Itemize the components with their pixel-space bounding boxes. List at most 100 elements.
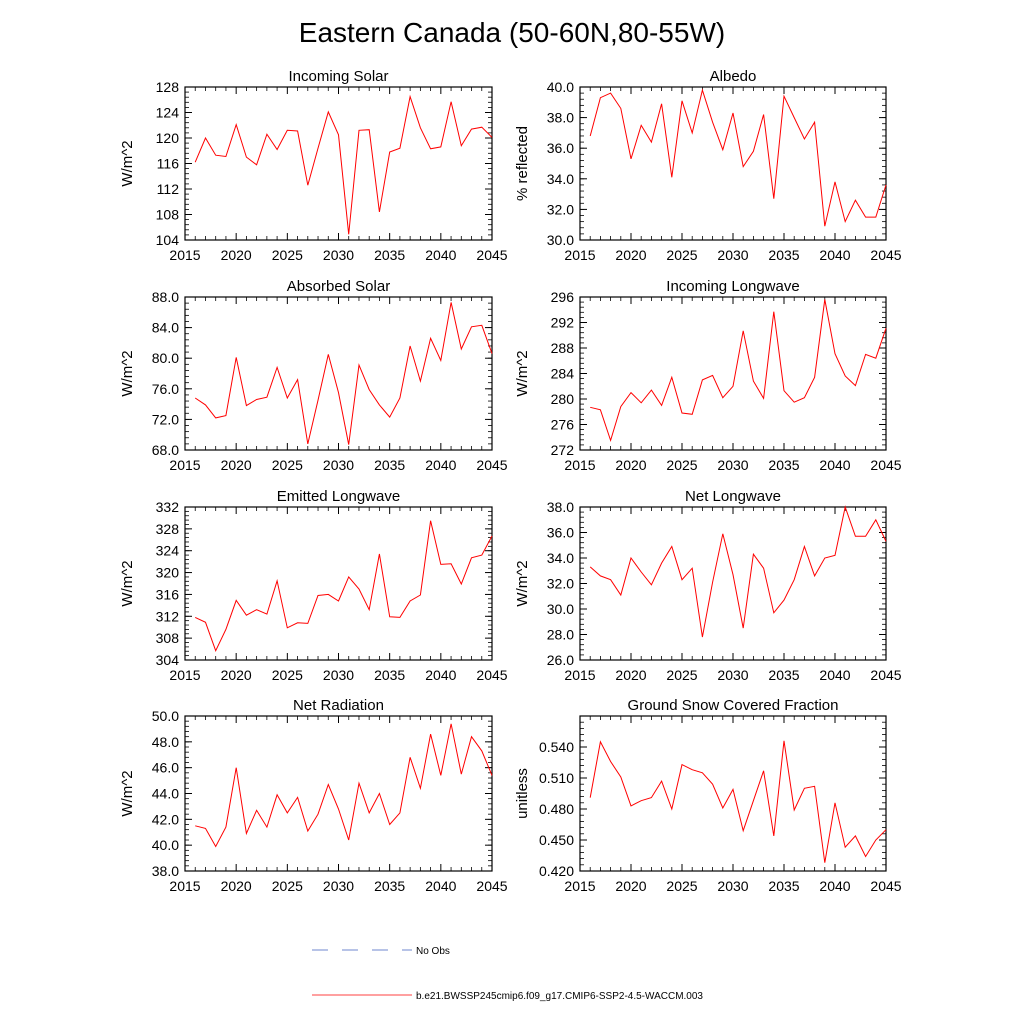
x-tick-label: 2045 <box>870 457 901 473</box>
series-line <box>590 299 887 443</box>
x-tick-label: 2040 <box>425 457 456 473</box>
y-tick-label: 76.0 <box>152 381 179 397</box>
x-tick-label: 2030 <box>717 247 748 263</box>
y-tick-label: 312 <box>156 608 180 624</box>
x-tick-label: 2035 <box>768 457 799 473</box>
y-tick-label: 48.0 <box>152 734 179 750</box>
y-tick-label: 0.480 <box>539 801 574 817</box>
x-tick-label: 2015 <box>169 247 200 263</box>
y-tick-label: 272 <box>551 442 575 458</box>
series-line <box>194 302 493 445</box>
x-tick-label: 2030 <box>323 457 354 473</box>
y-tick-label: 112 <box>157 181 180 197</box>
x-tick-label: 2045 <box>476 457 507 473</box>
y-tick-label: 26.0 <box>547 652 574 668</box>
panel-title: Incoming Solar <box>288 68 388 85</box>
legend-item-0: No Obs <box>312 946 450 957</box>
x-tick-label: 2035 <box>374 667 405 683</box>
legend: No Obs b.e21.BWSSP245cmip6.f09_g17.CMIP6-… <box>312 946 703 1002</box>
x-tick-label: 2040 <box>819 878 850 894</box>
x-tick-label: 2020 <box>221 667 252 683</box>
panel-3: Incoming Longwave W/m^2 2015 2020 2025 2030 20… <box>514 278 902 473</box>
legend-item-1: b.e21.BWSSP245cmip6.f09_g17.CMIP6-SSP2-4… <box>312 991 703 1002</box>
panel-6: Net Radiation W/m^2 2015 2020 2025 2030 2035 20… <box>119 697 508 894</box>
y-tick-label: 128 <box>156 79 180 95</box>
series-line <box>194 94 493 235</box>
x-tick-label: 2045 <box>476 247 507 263</box>
y-tick-label: 30.0 <box>547 232 574 248</box>
x-tick-label: 2040 <box>425 247 456 263</box>
y-tick-label: 324 <box>156 543 180 559</box>
y-tick-label: 36.0 <box>547 140 574 156</box>
y-tick-label: 0.510 <box>539 770 574 786</box>
panel-title: Net Longwave <box>685 488 781 505</box>
x-tick-label: 2035 <box>768 878 799 894</box>
x-tick-label: 2045 <box>870 878 901 894</box>
figure-title: Eastern Canada (50-60N,80-55W) <box>299 17 725 48</box>
x-tick-label: 2025 <box>666 457 697 473</box>
y-tick-label: 316 <box>156 586 180 602</box>
series-line <box>589 740 887 863</box>
x-tick-label: 2030 <box>717 667 748 683</box>
panel-7: Ground Snow Covered Fraction unitless 2015… <box>514 697 902 894</box>
x-tick-label: 2045 <box>476 878 507 894</box>
y-tick-label: 0.420 <box>539 863 574 879</box>
y-tick-label: 280 <box>551 391 575 407</box>
panel-title: Incoming Longwave <box>666 278 799 295</box>
panel-4: Emitted Longwave W/m^2 2015 2020 2025 2030 203… <box>119 488 508 683</box>
x-tick-label: 2015 <box>169 878 200 894</box>
y-axis-label: % reflected <box>514 126 531 201</box>
y-tick-label: 276 <box>551 417 575 433</box>
y-tick-label: 120 <box>156 130 180 146</box>
y-axis-label: W/m^2 <box>514 560 531 606</box>
y-tick-label: 34.0 <box>547 171 574 187</box>
x-tick-label: 2035 <box>768 667 799 683</box>
y-tick-label: 40.0 <box>547 79 574 95</box>
panels: Incoming Solar W/m^2 2015 2020 2025 2030 2035 2… <box>119 68 902 894</box>
y-tick-label: 38.0 <box>152 863 179 879</box>
y-tick-label: 44.0 <box>152 786 179 802</box>
y-tick-label: 34.0 <box>547 550 574 566</box>
plot-frame <box>184 715 493 872</box>
panel-5: Net Longwave W/m^2 2015 2020 2025 2030 2035 204… <box>514 488 902 683</box>
x-tick-label: 2025 <box>272 667 303 683</box>
y-tick-label: 104 <box>156 232 180 248</box>
series-line <box>195 723 493 848</box>
y-tick-label: 30.0 <box>547 601 574 617</box>
y-axis-label: W/m^2 <box>514 350 531 396</box>
y-tick-label: 68.0 <box>152 442 179 458</box>
y-axis-label: W/m^2 <box>119 560 136 606</box>
y-tick-label: 46.0 <box>152 760 179 776</box>
y-axis-label: W/m^2 <box>119 350 136 396</box>
x-tick-label: 2015 <box>169 457 200 473</box>
y-tick-label: 72.0 <box>152 411 179 427</box>
series-line <box>194 520 493 652</box>
x-tick-label: 2035 <box>374 247 405 263</box>
y-tick-label: 124 <box>156 105 180 121</box>
x-tick-label: 2015 <box>169 667 200 683</box>
x-tick-label: 2015 <box>564 457 595 473</box>
legend-label: b.e21.BWSSP245cmip6.f09_g17.CMIP6-SSP2-4… <box>416 991 703 1002</box>
plot-frame <box>579 296 887 451</box>
plot-frame <box>184 296 493 451</box>
y-tick-label: 320 <box>156 565 180 581</box>
x-tick-label: 2020 <box>615 247 646 263</box>
x-tick-label: 2030 <box>323 878 354 894</box>
plot-frame <box>579 715 887 872</box>
plot-frame <box>184 86 493 241</box>
y-tick-label: 284 <box>551 366 575 382</box>
x-tick-label: 2040 <box>819 247 850 263</box>
y-tick-label: 108 <box>156 207 180 223</box>
y-axis-label: W/m^2 <box>119 140 136 186</box>
series-line <box>589 88 887 227</box>
x-tick-label: 2015 <box>564 878 595 894</box>
x-tick-label: 2040 <box>425 878 456 894</box>
x-tick-label: 2020 <box>615 457 646 473</box>
plot-frame <box>579 86 887 241</box>
panel-1: Albedo % reflected 2015 2020 2025 2030 2035 204… <box>514 68 902 263</box>
y-tick-label: 304 <box>156 652 180 668</box>
x-tick-label: 2020 <box>615 878 646 894</box>
y-tick-label: 0.450 <box>539 832 574 848</box>
panel-title: Absorbed Solar <box>287 278 390 295</box>
